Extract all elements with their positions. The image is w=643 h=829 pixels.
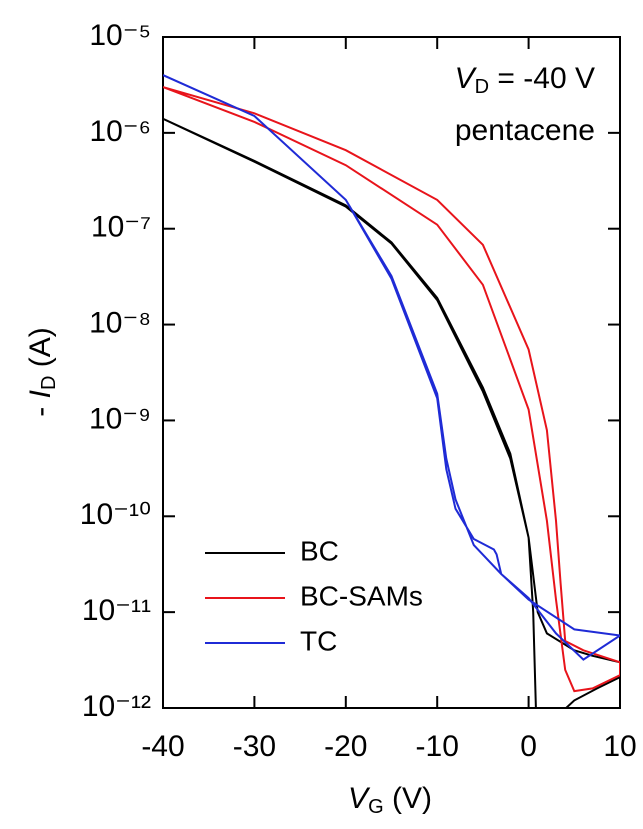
- y-tick-label: 10⁻⁶: [89, 115, 151, 148]
- x-tick-label: 0: [520, 730, 537, 763]
- y-label-unit: (A): [24, 327, 57, 375]
- y-tick-label: 10⁻⁹: [89, 402, 151, 435]
- x-tick-label: -20: [324, 730, 367, 763]
- x-axis-label: VG (V): [348, 782, 432, 818]
- x-label-sub: G: [368, 796, 384, 818]
- y-tick-label: 10⁻⁸: [89, 306, 151, 339]
- y-axis-label: - ID (A): [24, 327, 60, 416]
- x-tick-label: -30: [233, 730, 276, 763]
- series-line: [163, 86, 620, 693]
- annotation-text: = -40 V: [489, 62, 595, 95]
- x-tick-label: 10: [603, 730, 636, 763]
- y-tick-label: 10⁻⁵: [89, 19, 151, 52]
- x-tick-label: -10: [416, 730, 459, 763]
- x-label-unit: (V): [384, 782, 432, 815]
- legend-label: BC-SAMs: [300, 580, 423, 611]
- annotation-var: V: [455, 62, 478, 95]
- y-tick-label: 10⁻¹¹: [82, 594, 151, 627]
- annotation: pentacene: [455, 114, 595, 147]
- x-label-var: V: [348, 782, 371, 815]
- series-line: [163, 117, 620, 708]
- legend-label: TC: [300, 625, 337, 656]
- x-tick-label: -40: [141, 730, 184, 763]
- y-label-sub: D: [38, 376, 60, 390]
- y-tick-label: 10⁻¹²: [82, 690, 151, 723]
- annotation: VD = -40 V: [455, 62, 595, 98]
- plot-area: [163, 74, 620, 708]
- y-label-prefix: -: [24, 398, 57, 416]
- plot-frame: [162, 36, 621, 709]
- y-tick-label: 10⁻¹⁰: [80, 498, 151, 531]
- series-line: [163, 74, 620, 661]
- legend-label: BC: [300, 535, 339, 566]
- y-label-var: I: [24, 390, 57, 398]
- y-tick-label: 10⁻⁷: [91, 211, 151, 244]
- annotation-sub: D: [475, 76, 489, 98]
